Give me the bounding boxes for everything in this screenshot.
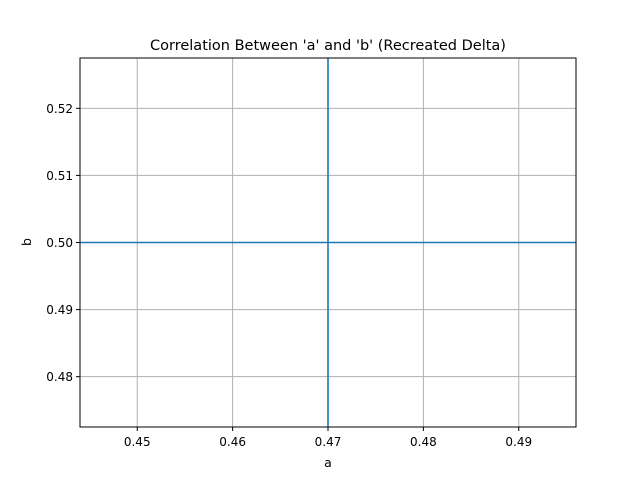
x-tick-label: 0.47 bbox=[315, 435, 342, 449]
ticks-layer: 0.45 0.46 0.47 0.48 0.49 0.48 0.49 0.50 0.51 0.52 bbox=[46, 102, 532, 449]
chart-title: Correlation Between 'a' and 'b' (Recreat… bbox=[150, 38, 506, 54]
x-tick-label: 0.45 bbox=[124, 435, 151, 449]
y-tick-label: 0.51 bbox=[46, 169, 73, 183]
x-tick-label: 0.46 bbox=[219, 435, 246, 449]
y-tick-label: 0.52 bbox=[46, 102, 73, 116]
y-tick-label: 0.50 bbox=[46, 236, 73, 250]
y-axis-label: b bbox=[19, 238, 34, 246]
x-axis-label: a bbox=[324, 455, 332, 470]
y-tick-label: 0.48 bbox=[46, 370, 73, 384]
x-tick-label: 0.48 bbox=[410, 435, 437, 449]
x-tick-label: 0.49 bbox=[505, 435, 532, 449]
y-tick-label: 0.49 bbox=[46, 303, 73, 317]
reference-lines-layer bbox=[80, 58, 576, 427]
